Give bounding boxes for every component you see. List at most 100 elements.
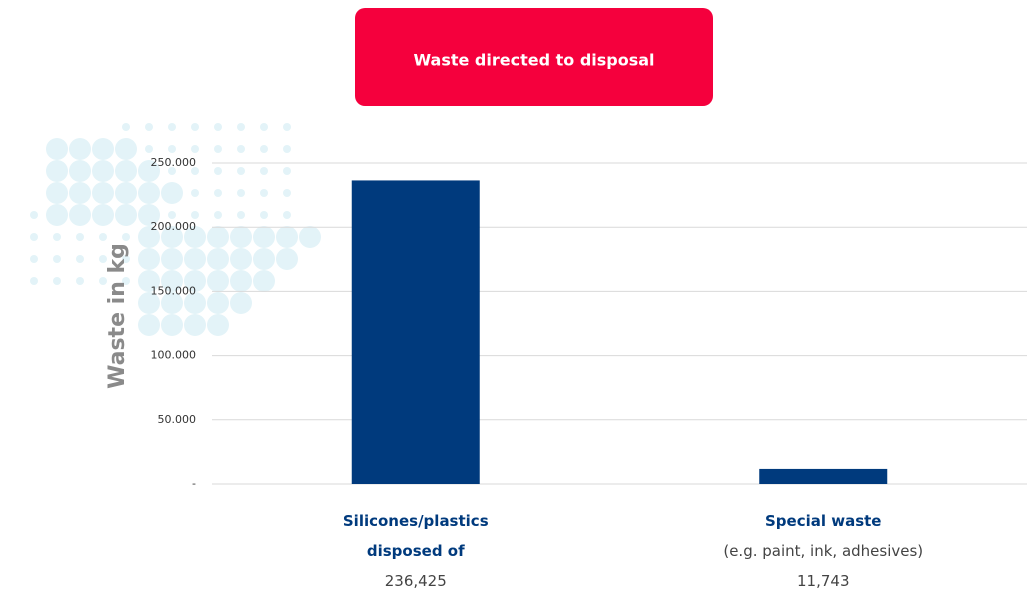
dot [92, 138, 114, 160]
dot [122, 123, 130, 131]
dot [92, 160, 114, 182]
dot [69, 182, 91, 204]
dot [138, 182, 160, 204]
y-axis-label: Waste in kg [105, 243, 130, 389]
y-tick-label: 50.000 [158, 413, 197, 426]
dot [161, 182, 183, 204]
dot [230, 226, 252, 248]
dot [168, 145, 176, 153]
dot [138, 226, 160, 248]
dot [214, 167, 222, 175]
dot [253, 248, 275, 270]
dot [168, 167, 176, 175]
dot [260, 189, 268, 197]
dot [122, 255, 130, 263]
dot [138, 314, 160, 336]
dot [115, 160, 137, 182]
dot [138, 248, 160, 270]
dot [46, 160, 68, 182]
dot [53, 233, 61, 241]
dot [230, 248, 252, 270]
bar [351, 180, 480, 484]
y-tick-label: 150.000 [151, 284, 197, 297]
dot [161, 226, 183, 248]
dot [92, 204, 114, 226]
dot [69, 204, 91, 226]
dot [207, 314, 229, 336]
dot [184, 292, 206, 314]
dot [276, 248, 298, 270]
dot [184, 270, 206, 292]
dot [237, 123, 245, 131]
dot [184, 314, 206, 336]
dot [99, 255, 107, 263]
dot [283, 211, 291, 219]
dot [138, 160, 160, 182]
category-detail: (e.g. paint, ink, adhesives) [723, 542, 924, 560]
dot [214, 189, 222, 197]
dot [184, 248, 206, 270]
dot [145, 123, 153, 131]
dot [237, 211, 245, 219]
dot [260, 167, 268, 175]
dot [214, 145, 222, 153]
dot [191, 145, 199, 153]
y-tick-label: 200.000 [151, 220, 197, 233]
decoration [30, 123, 321, 336]
dot [30, 255, 38, 263]
dot [214, 123, 222, 131]
dot [115, 182, 137, 204]
dot [161, 248, 183, 270]
dot [92, 182, 114, 204]
dot [138, 204, 160, 226]
dot [99, 233, 107, 241]
dot [299, 226, 321, 248]
dot [207, 226, 229, 248]
value-label: 236,425 [384, 572, 447, 590]
dot [253, 226, 275, 248]
dot [191, 189, 199, 197]
dot [161, 292, 183, 314]
title-box [355, 8, 713, 106]
dot [138, 292, 160, 314]
dot [260, 211, 268, 219]
dot [99, 277, 107, 285]
dot [260, 123, 268, 131]
dot [161, 270, 183, 292]
y-tick-label: 250.000 [151, 156, 197, 169]
dot [191, 211, 199, 219]
dot [207, 292, 229, 314]
dot [253, 270, 275, 292]
dot [115, 138, 137, 160]
dot [207, 270, 229, 292]
dot [283, 189, 291, 197]
dot [260, 145, 268, 153]
bar [759, 468, 888, 484]
dot [214, 211, 222, 219]
x-tick-label: Special waste [765, 512, 882, 530]
chart-title: Waste directed to disposal [413, 51, 654, 70]
dot [76, 277, 84, 285]
dot [168, 123, 176, 131]
dot [237, 189, 245, 197]
dot [30, 211, 38, 219]
dot [53, 255, 61, 263]
dot [237, 145, 245, 153]
dot [283, 167, 291, 175]
dot [115, 204, 137, 226]
dot [122, 233, 130, 241]
dot [283, 145, 291, 153]
dot [46, 138, 68, 160]
dot [46, 182, 68, 204]
dot [30, 277, 38, 285]
dot [191, 123, 199, 131]
dot [207, 248, 229, 270]
dot [69, 138, 91, 160]
dot [138, 270, 160, 292]
value-label: 11,743 [797, 572, 850, 590]
dot [237, 167, 245, 175]
dot [69, 160, 91, 182]
dot [145, 145, 153, 153]
category-label: Special waste (e.g. paint, ink, adhesives… [693, 506, 953, 593]
